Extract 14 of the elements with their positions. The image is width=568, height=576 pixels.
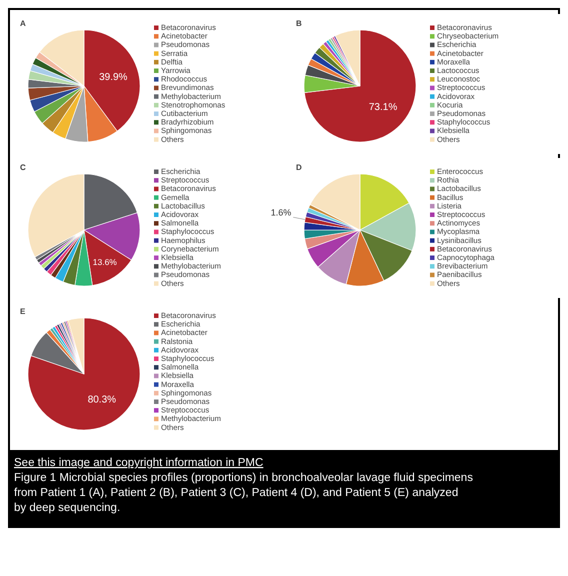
- chart-title: A: [20, 19, 26, 28]
- chart-title: E: [20, 307, 26, 316]
- pie-slice: [28, 318, 140, 430]
- chart-title: D: [296, 163, 302, 172]
- chart-title: B: [296, 19, 302, 28]
- caption: Figure 1 Microbial species profiles (proportions) in bronchoalveolar lavage fluid specimens from Patient 1 (A), Patient 2 (B), Patient 3 (C), Patient 4 (D), and Patient 5 (E) analyzed by deep sequencing.: [14, 472, 474, 514]
- data-label: 1.6%: [270, 207, 292, 218]
- data-label: 39.9%: [99, 72, 128, 83]
- data-label: 80.3%: [88, 394, 116, 406]
- chart-title: C: [20, 163, 26, 172]
- data-label: 13.6%: [92, 256, 118, 267]
- text: See this image and copyright information in PMC: [14, 457, 264, 469]
- data-label: 73.1%: [368, 102, 398, 113]
- pie-slice: [304, 30, 416, 142]
